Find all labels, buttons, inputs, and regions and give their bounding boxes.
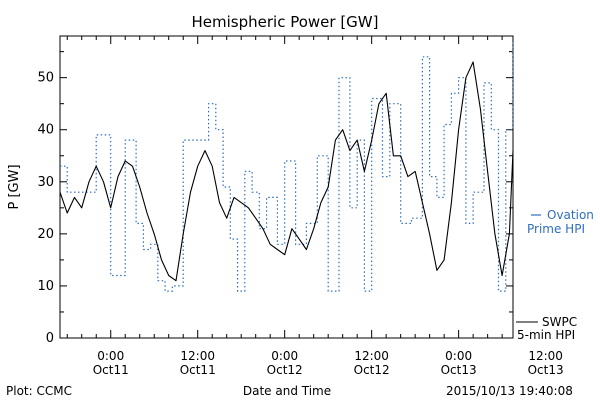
footer-timestamp: 2015/10/13 19:40:08 bbox=[446, 384, 573, 398]
x-tick-label-time: 12:00 bbox=[180, 349, 215, 363]
legend-label-swpc-line1: SWPC bbox=[542, 315, 577, 329]
y-tick-label: 40 bbox=[37, 123, 54, 138]
footer-plot-credit: Plot: CCMC bbox=[6, 384, 72, 398]
legend-swpc-5min-hpi: SWPC 5-min HPI bbox=[516, 315, 577, 342]
x-axis: 0:00Oct1112:00Oct110:00Oct1212:00Oct120:… bbox=[66, 36, 564, 377]
x-tick-label-date: Oct11 bbox=[93, 363, 129, 377]
x-tick-label-date: Oct11 bbox=[180, 363, 216, 377]
x-tick-label-date: Oct13 bbox=[528, 363, 564, 377]
y-tick-label: 50 bbox=[37, 71, 54, 86]
x-tick-label-time: 0:00 bbox=[445, 349, 472, 363]
x-tick-label-time: 0:00 bbox=[271, 349, 298, 363]
x-tick-label-time: 12:00 bbox=[354, 349, 389, 363]
x-axis-label: Date and Time bbox=[243, 384, 331, 398]
x-tick-label-date: Oct13 bbox=[441, 363, 477, 377]
plot-frame bbox=[59, 35, 514, 339]
x-tick-label-time: 0:00 bbox=[97, 349, 124, 363]
y-tick-label: 30 bbox=[37, 175, 54, 190]
y-tick-label: 10 bbox=[37, 279, 54, 294]
x-tick-label-date: Oct12 bbox=[354, 363, 390, 377]
x-tick-label-date: Oct12 bbox=[267, 363, 303, 377]
legend-ovation-prime-hpi: Ovation Prime HPI bbox=[527, 208, 594, 236]
y-axis-label: P [GW] bbox=[7, 164, 22, 209]
y-axis: 0 10 20 30 40 50 bbox=[37, 51, 513, 346]
legend-label-ovation-line1: Ovation bbox=[547, 208, 594, 222]
legend-label-swpc-line2: 5-min HPI bbox=[517, 328, 575, 342]
legend-label-ovation-line2: Prime HPI bbox=[527, 222, 585, 236]
y-tick-label: 20 bbox=[37, 227, 54, 242]
series-swpc-5min-hpi bbox=[59, 61, 514, 282]
swpc-line bbox=[59, 61, 514, 282]
y-tick-label: 0 bbox=[46, 331, 54, 346]
chart-title: Hemispheric Power [GW] bbox=[192, 13, 379, 31]
x-tick-label-time: 12:00 bbox=[528, 349, 563, 363]
